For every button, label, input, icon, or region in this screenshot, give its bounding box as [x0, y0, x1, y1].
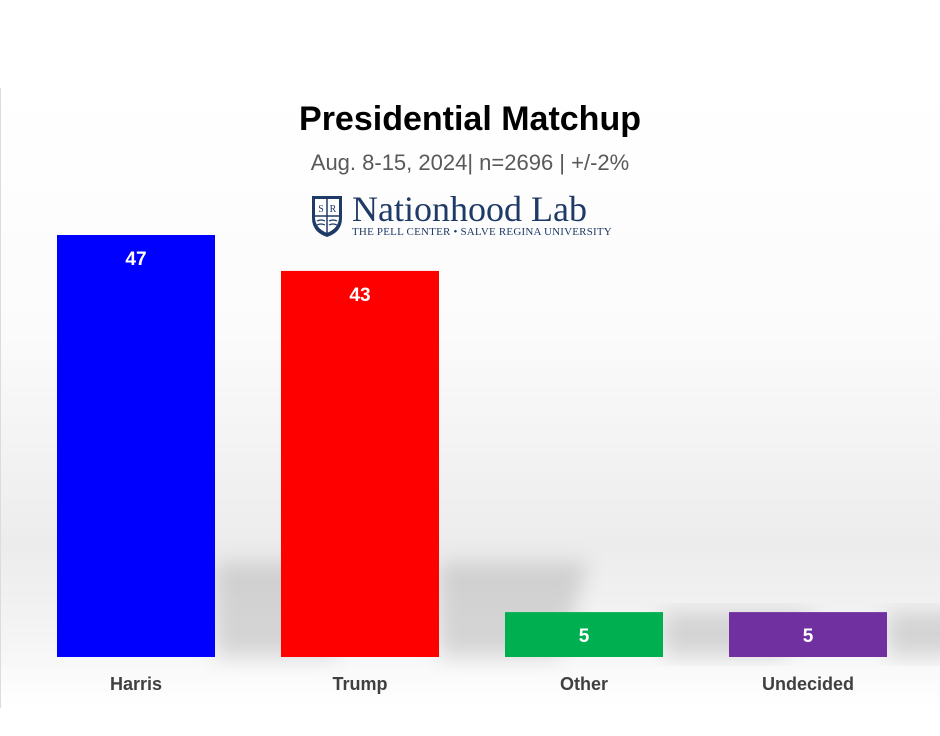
category-label-undecided: Undecided	[762, 674, 854, 694]
category-label-other: Other	[560, 674, 608, 694]
data-label-harris: 47	[125, 249, 146, 270]
bar-harris	[57, 235, 215, 657]
logo-tagline: THE PELL CENTER • SALVE REGINA UNIVERSIT…	[352, 226, 612, 238]
crest-letter-right: R	[330, 204, 337, 215]
crest-letter-left: S	[318, 204, 324, 215]
crest-icon: S R	[312, 196, 342, 237]
data-label-trump: 43	[349, 285, 370, 306]
bar-trump	[281, 270, 439, 657]
nationhood-lab-logo: S R Nationhood Lab THE PELL CENTER • SAL…	[310, 189, 620, 242]
bar-shadow-undecided	[887, 612, 940, 657]
chart-subtitle: Aug. 8-15, 2024| n=2696 | +/-2%	[310, 150, 630, 175]
bar-undecided	[729, 612, 887, 657]
chart-title: Presidential Matchup	[299, 100, 641, 138]
data-label-undecided: 5	[803, 626, 814, 647]
logo-name: Nationhood Lab	[352, 189, 587, 229]
data-label-other: 5	[579, 626, 590, 647]
category-label-harris: Harris	[110, 674, 162, 694]
bar-other	[505, 612, 663, 657]
category-label-trump: Trump	[332, 674, 387, 694]
